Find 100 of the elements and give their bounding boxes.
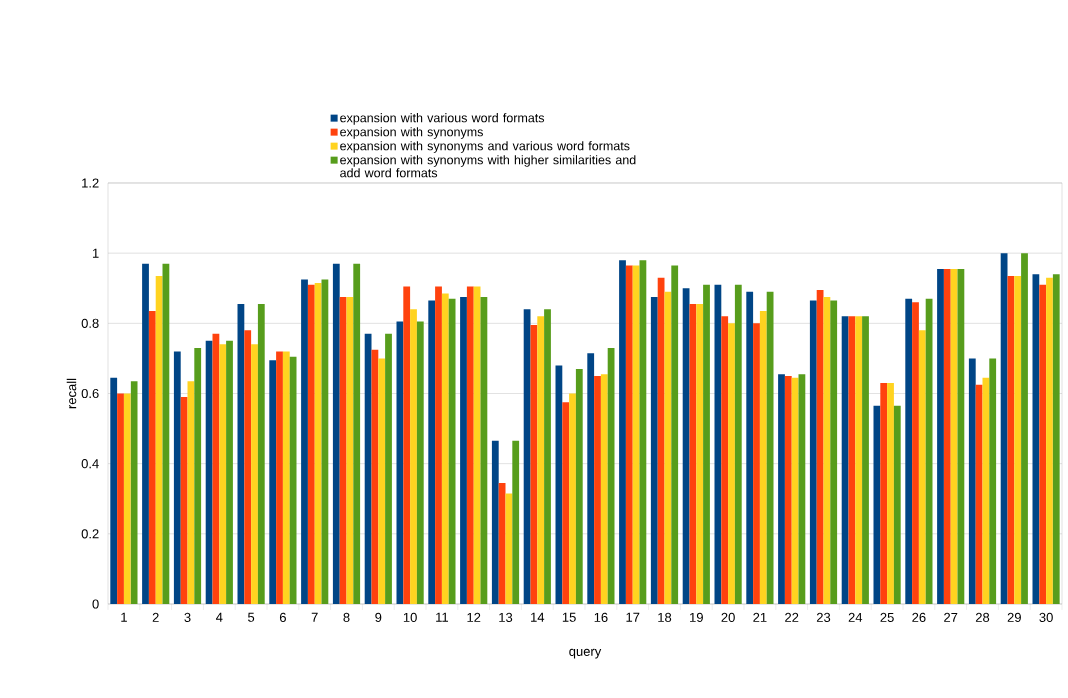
bar <box>905 298 913 604</box>
bar <box>466 286 474 604</box>
legend-label: expansion with synonyms with higher similarities and add word formats <box>340 155 636 178</box>
bar <box>276 351 283 604</box>
y-axis-title: recall <box>66 378 77 409</box>
bar <box>587 353 595 604</box>
bar <box>339 297 347 604</box>
bar <box>746 291 754 604</box>
legend-label: expansion with various word formats <box>340 113 545 125</box>
bar <box>428 300 436 604</box>
bar <box>696 304 704 604</box>
x-tick-label: 10 <box>403 612 417 622</box>
bar <box>251 344 258 604</box>
bar <box>1021 253 1028 604</box>
bar <box>728 323 735 604</box>
bar <box>155 275 163 604</box>
bar <box>600 374 608 604</box>
x-tick-label: 7 <box>311 612 318 622</box>
x-tick-label: 29 <box>1007 612 1021 622</box>
bar <box>123 393 131 604</box>
bar <box>205 340 213 604</box>
bar <box>473 286 481 604</box>
x-tick-label: 30 <box>1039 612 1053 622</box>
x-tick-label: 25 <box>880 612 894 622</box>
bar <box>912 302 919 604</box>
bar <box>491 440 499 604</box>
x-tick-label: 3 <box>184 612 191 622</box>
bar <box>619 260 626 604</box>
x-tick-label: 6 <box>279 612 286 622</box>
x-tick-label: 27 <box>944 612 958 622</box>
bar <box>142 263 149 604</box>
bar <box>880 382 888 604</box>
x-tick-label: 23 <box>816 612 831 622</box>
bar <box>435 286 442 604</box>
bar <box>448 298 456 604</box>
bar <box>403 286 411 604</box>
bar <box>562 402 570 604</box>
x-tick-label: 15 <box>562 612 576 622</box>
bar <box>269 360 277 604</box>
bar <box>512 440 520 604</box>
bar <box>1039 284 1047 604</box>
bar <box>282 351 290 604</box>
bar <box>968 358 976 604</box>
bar <box>943 268 951 604</box>
bar <box>989 358 997 604</box>
bar <box>416 321 424 604</box>
bar <box>862 316 869 604</box>
y-tick-label: 0 <box>92 599 99 609</box>
bar <box>332 263 340 604</box>
bar <box>1000 253 1008 604</box>
bar <box>816 289 824 604</box>
bar <box>759 311 767 604</box>
bar <box>257 304 265 604</box>
bar <box>537 316 545 604</box>
x-tick-label: 26 <box>912 612 926 622</box>
bar <box>632 265 640 604</box>
x-tick-label: 9 <box>375 612 382 622</box>
bar <box>682 288 690 604</box>
x-tick-label: 11 <box>436 612 449 622</box>
x-tick-label: 8 <box>343 612 350 622</box>
bar <box>110 377 118 604</box>
bar <box>194 347 202 604</box>
bar <box>918 330 926 604</box>
bar <box>148 311 156 604</box>
bar <box>364 333 372 604</box>
bar <box>734 284 742 604</box>
bar <box>460 297 467 604</box>
x-tick-label: 21 <box>753 612 767 622</box>
x-tick-label: 24 <box>848 612 863 622</box>
legend-label: expansion with synonyms and various word formats <box>340 141 630 153</box>
y-tick-label: 0.8 <box>81 318 99 328</box>
bar <box>830 300 838 604</box>
y-tick-label: 0.6 <box>81 388 99 399</box>
bar <box>569 393 576 604</box>
bar <box>855 316 863 604</box>
x-tick-label: 20 <box>721 612 735 622</box>
bar <box>314 282 322 604</box>
bar <box>244 330 252 604</box>
legend-label: expansion with synonyms <box>340 127 483 139</box>
bar <box>289 356 297 604</box>
bar <box>887 382 894 604</box>
bar <box>575 368 583 604</box>
bar <box>226 340 233 604</box>
bar <box>353 263 361 604</box>
bar <box>650 297 658 604</box>
x-tick-label: 4 <box>215 612 223 622</box>
y-tick-label: 0.4 <box>81 459 99 469</box>
bar <box>766 291 774 604</box>
bar <box>594 375 601 604</box>
bar <box>130 381 138 604</box>
x-tick-label: 2 <box>152 612 159 622</box>
bar <box>180 397 188 604</box>
x-tick-label: 19 <box>690 612 703 622</box>
x-tick-label: 18 <box>658 612 672 622</box>
bar <box>498 482 506 604</box>
bar <box>784 375 792 604</box>
x-tick-label: 22 <box>785 612 799 622</box>
bar <box>721 316 729 604</box>
bar <box>950 268 958 604</box>
bar <box>937 268 944 604</box>
